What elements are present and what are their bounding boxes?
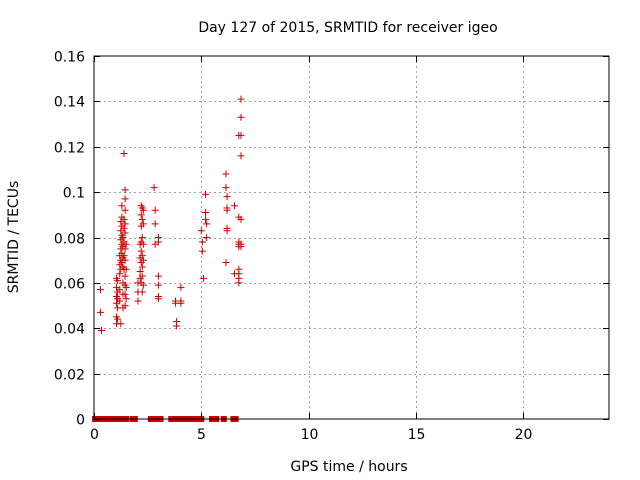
data-point <box>120 252 128 260</box>
data-point <box>173 322 181 330</box>
data-point <box>121 290 129 298</box>
data-point <box>202 209 210 217</box>
data-point <box>203 234 211 241</box>
x-axis-label: GPS time / hours <box>290 459 407 475</box>
data-point <box>114 315 122 323</box>
x-tick-label: 0 <box>90 427 99 443</box>
y-tick-label: 0.06 <box>54 277 85 293</box>
data-point <box>118 202 126 210</box>
y-tick-label: 0.12 <box>54 141 85 157</box>
data-point <box>136 268 144 276</box>
data-point <box>121 272 129 280</box>
data-point <box>121 245 129 253</box>
data-point <box>235 279 243 287</box>
data-point <box>138 263 146 271</box>
data-point <box>121 229 129 237</box>
data-point <box>138 234 146 241</box>
data-point <box>237 131 245 139</box>
data-point <box>98 327 106 335</box>
data-point <box>198 247 206 255</box>
data-point <box>154 281 162 289</box>
data-point <box>122 265 130 273</box>
chart-title: Day 127 of 2015, SRMTID for receiver ige… <box>198 20 497 36</box>
data-point <box>122 283 130 291</box>
data-point <box>121 186 129 194</box>
data-point <box>202 190 210 198</box>
data-point <box>114 277 122 285</box>
data-point <box>138 215 146 223</box>
y-tick-label: 0 <box>76 413 85 429</box>
data-point <box>139 256 147 264</box>
data-point <box>121 206 129 214</box>
y-tick-label: 0.14 <box>54 95 85 111</box>
plot-frame <box>93 55 610 420</box>
data-point <box>154 272 162 280</box>
data-point <box>237 113 245 121</box>
y-tick-label: 0.08 <box>54 232 85 248</box>
data-point <box>121 256 129 264</box>
x-tick-label: 20 <box>515 427 533 443</box>
data-point <box>137 211 145 219</box>
data-point <box>203 220 211 228</box>
data-point <box>139 240 147 248</box>
data-point <box>121 195 129 203</box>
data-point <box>154 238 162 246</box>
data-point <box>117 320 125 328</box>
data-point <box>134 297 142 305</box>
data-point <box>223 206 231 214</box>
y-axis-label: SRMTID / TECUs <box>6 181 22 294</box>
data-point <box>202 215 210 223</box>
data-point <box>231 202 239 210</box>
data-point <box>177 283 185 291</box>
data-point <box>139 281 147 289</box>
data-point <box>223 227 231 235</box>
data-point <box>222 258 230 266</box>
data-point <box>120 224 128 232</box>
y-tick-label: 0.04 <box>54 322 85 338</box>
y-tick-label: 0.02 <box>54 368 85 384</box>
data-point <box>222 170 230 178</box>
data-point <box>116 286 124 294</box>
data-point <box>223 193 231 201</box>
data-point <box>151 220 159 228</box>
ticks-layer: 0 0.02 0.04 0.06 0.08 0.1 0.12 0.14 0.16 0 5 10 15 20 <box>54 50 609 443</box>
data-point <box>116 297 124 305</box>
data-point <box>139 206 147 214</box>
data-point <box>154 295 162 303</box>
y-tick-label: 0.1 <box>63 186 85 202</box>
data-point <box>122 295 130 303</box>
data-point <box>198 238 206 246</box>
data-point <box>138 288 146 296</box>
x-tick-label: 15 <box>408 427 426 443</box>
data-point <box>138 272 146 280</box>
x-tick-label: 10 <box>301 427 319 443</box>
data-point <box>122 240 130 248</box>
data-point <box>116 270 124 278</box>
data-point <box>96 286 104 294</box>
data-point <box>177 299 185 307</box>
data-point <box>137 247 145 255</box>
y-tick-label: 0.16 <box>54 50 85 66</box>
data-point <box>222 184 230 192</box>
x-tick-label: 5 <box>197 427 206 443</box>
data-point <box>197 227 205 235</box>
grid-layer <box>94 56 609 419</box>
data-point <box>237 152 245 160</box>
data-point <box>120 215 128 223</box>
data-point <box>138 252 146 260</box>
data-point <box>237 215 245 223</box>
data-point <box>120 150 128 158</box>
data-point <box>237 95 245 103</box>
data-point <box>119 234 127 241</box>
data-point <box>121 220 129 228</box>
data-point <box>151 206 159 214</box>
data-point <box>150 184 158 192</box>
data-point <box>237 243 245 251</box>
data-point <box>121 302 129 310</box>
data-point <box>139 220 147 228</box>
data-point <box>96 308 104 316</box>
data-point <box>199 274 207 282</box>
